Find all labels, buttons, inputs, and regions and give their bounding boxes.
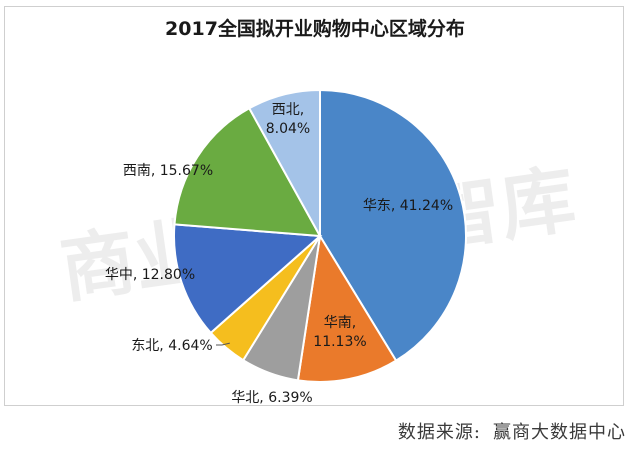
pie-slice-1 bbox=[319, 88, 468, 362]
chart-title: 2017全国拟开业购物中心区域分布 bbox=[165, 18, 465, 40]
data-label-6: 西南, 15.67% bbox=[123, 163, 213, 179]
pie-slice-6 bbox=[173, 106, 322, 238]
chart-frame bbox=[4, 6, 624, 406]
leader-line bbox=[216, 342, 230, 346]
source-label: 数据来源: bbox=[397, 422, 481, 443]
data-label-1: 华东, 41.24% bbox=[363, 198, 453, 214]
pie-slice-5 bbox=[173, 223, 323, 335]
source-value: 赢商大数据中心 bbox=[493, 422, 626, 443]
data-label-7: 西北, 8.04% bbox=[266, 102, 310, 137]
source-note: 数据来源: 赢商大数据中心 bbox=[398, 418, 626, 444]
pie-slice-2 bbox=[296, 233, 398, 383]
data-label-4: 东北, 4.64% bbox=[131, 338, 212, 354]
data-label-2: 华南, 11.13% bbox=[313, 315, 366, 350]
data-label-5: 华中, 12.80% bbox=[105, 267, 195, 283]
data-label-3: 华北, 6.39% bbox=[231, 390, 312, 406]
pie-slice-7 bbox=[247, 88, 321, 240]
